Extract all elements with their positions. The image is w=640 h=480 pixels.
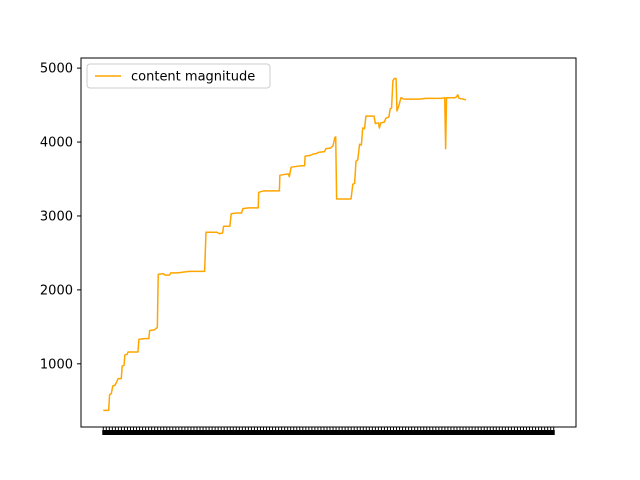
y-tick-label-5000: 5000	[40, 62, 73, 77]
legend: content magnitude	[86, 63, 271, 89]
series-layer	[103, 77, 467, 412]
series-line-content-magnitude	[103, 77, 467, 412]
y-tick-label-4000: 4000	[40, 136, 73, 151]
x-axis-ticks	[102, 427, 555, 435]
legend-label-content-magnitude: content magnitude	[131, 70, 255, 85]
x-tick-labels-overlap	[102, 430, 555, 435]
plot-area-frame	[80, 57, 577, 428]
y-tick-label-3000: 3000	[40, 209, 73, 224]
legend-box	[86, 63, 271, 89]
y-tick-label-1000: 1000	[40, 357, 73, 372]
y-axis: 1000 2000 3000 4000 5000	[40, 62, 81, 372]
y-tick-label-2000: 2000	[40, 283, 73, 298]
